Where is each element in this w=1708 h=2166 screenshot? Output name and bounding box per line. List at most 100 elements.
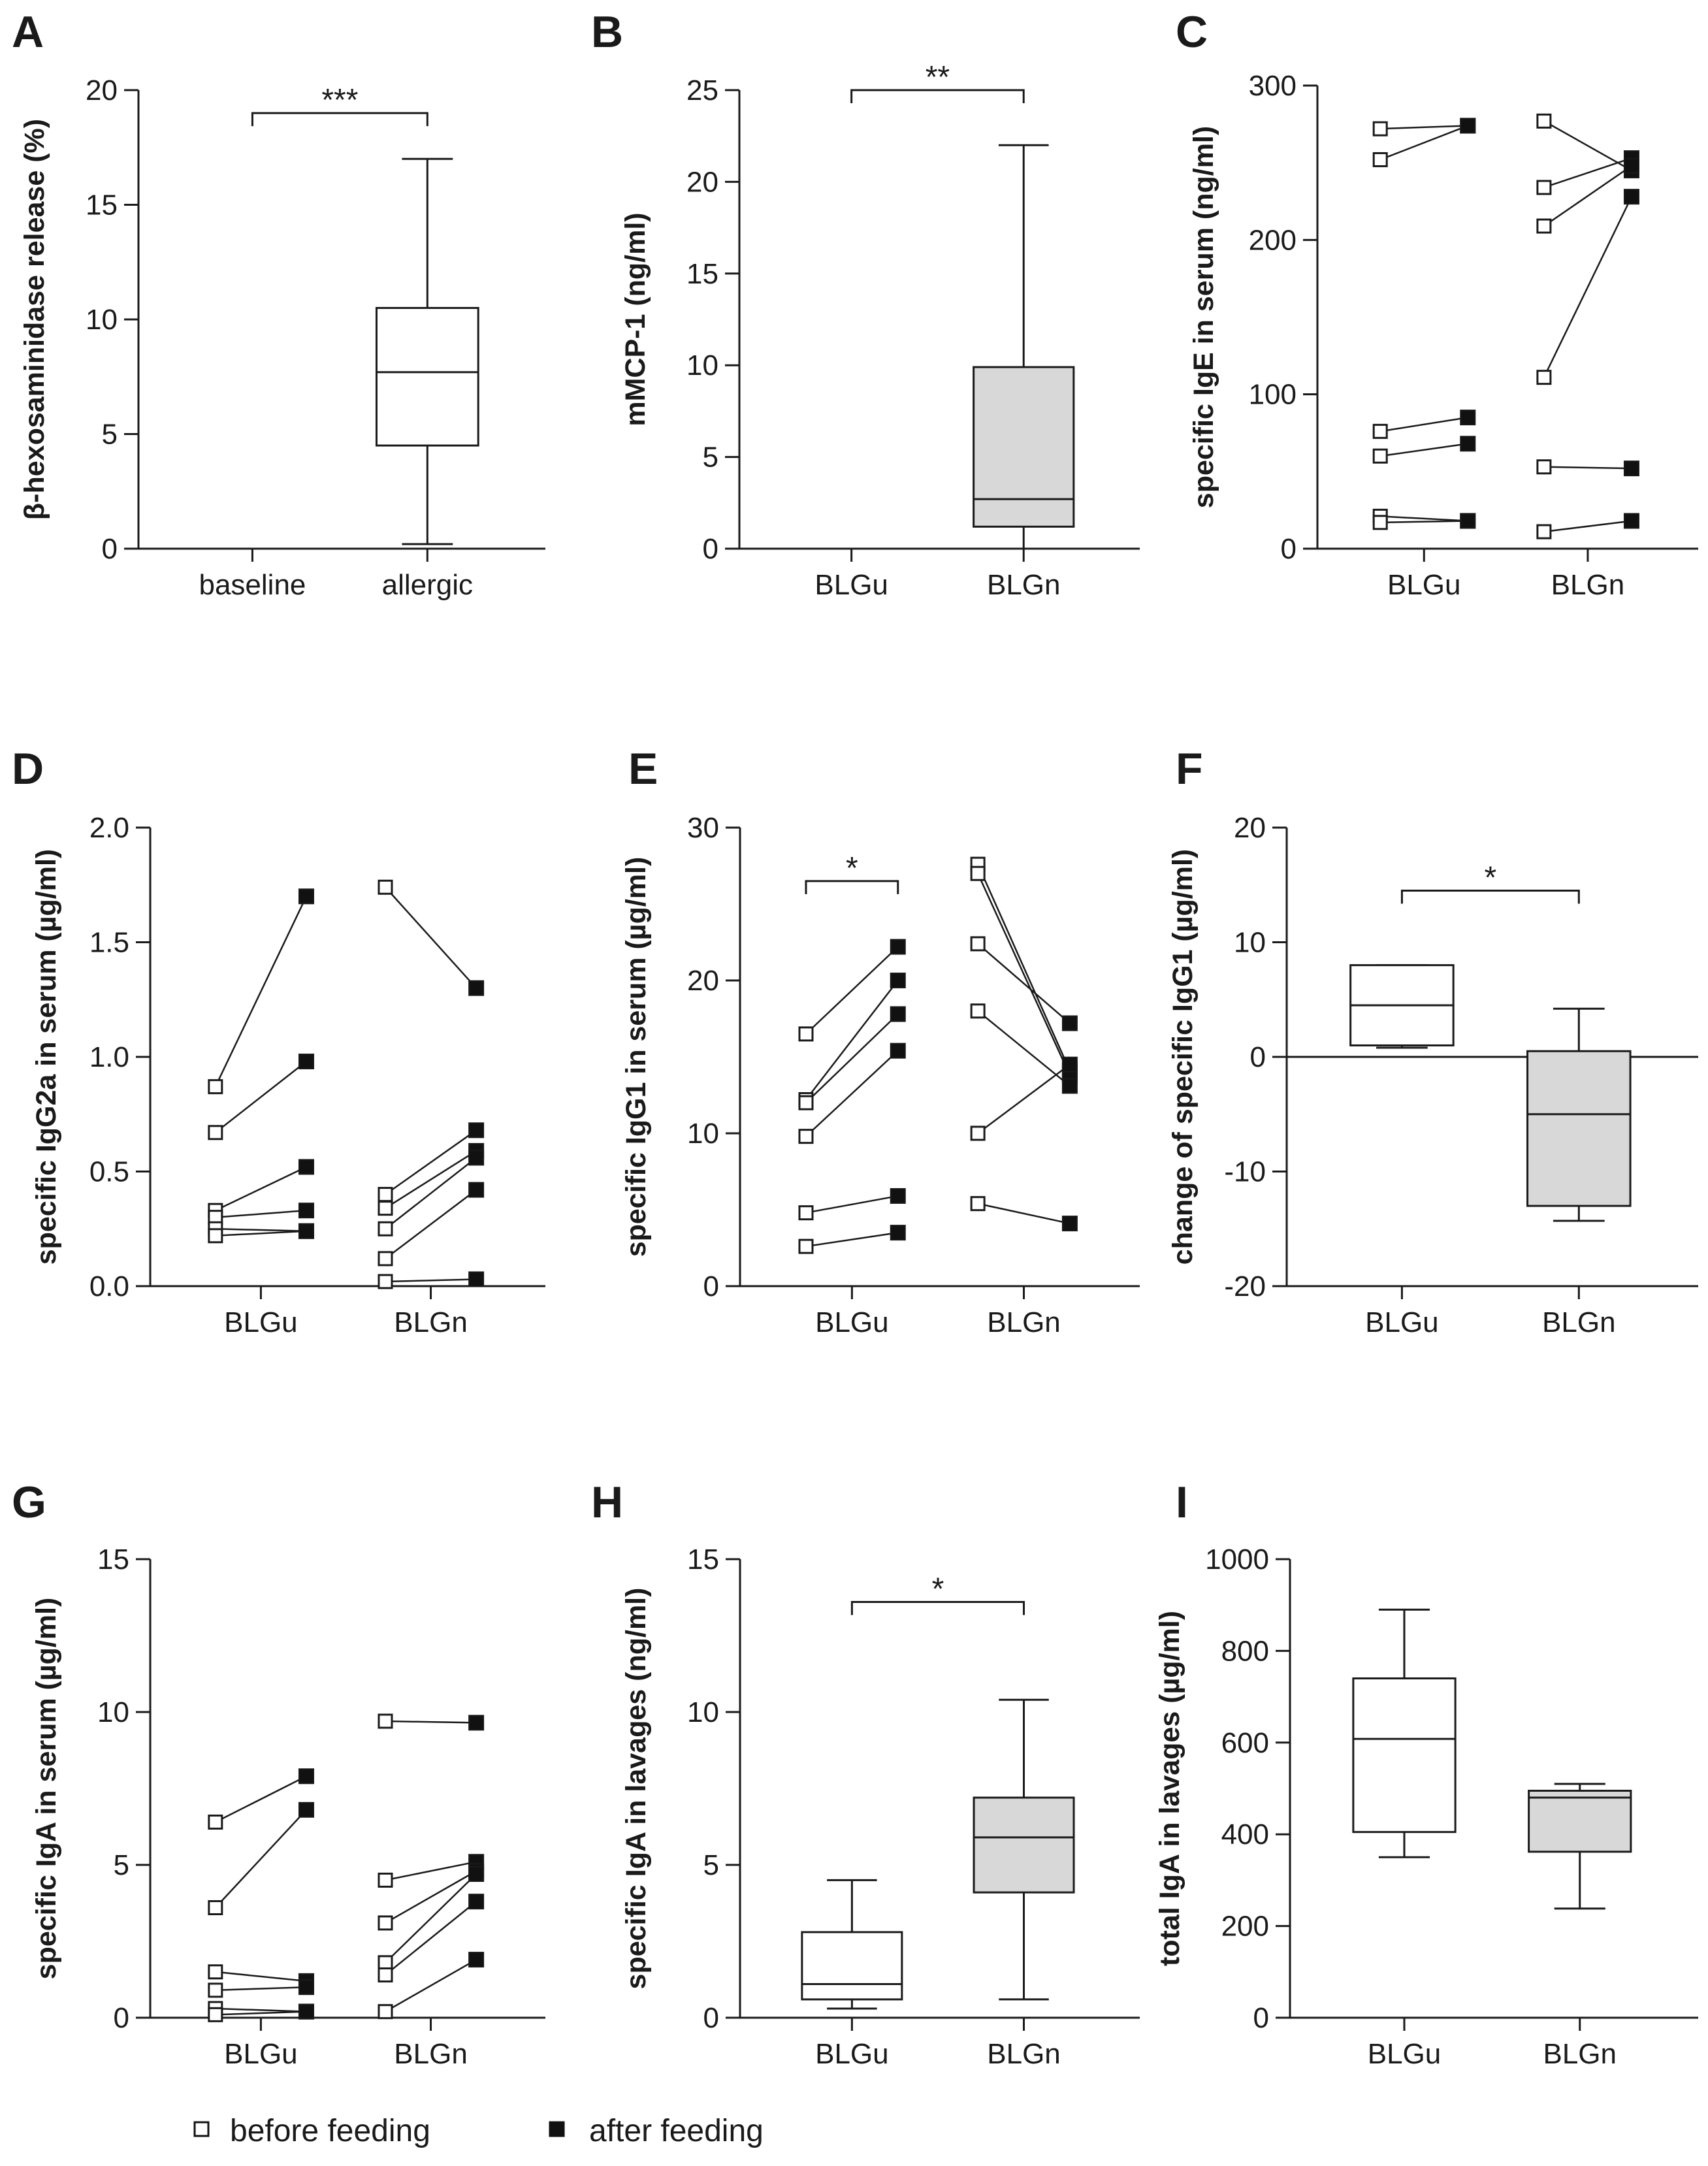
pair-line: [1380, 515, 1468, 522]
point-before: [208, 1982, 223, 1998]
point-before: [1536, 218, 1552, 234]
point-before: [798, 1026, 814, 1042]
significance-bracket: *: [850, 1572, 1025, 1615]
pair-line: [385, 1861, 477, 1881]
point-after: [890, 939, 906, 955]
box-iqr: [1526, 1050, 1632, 1207]
significance-bracket: *: [1400, 861, 1580, 904]
point-after: [468, 1182, 485, 1198]
group-blgu: [1372, 118, 1476, 530]
legend-before-label: before feeding: [230, 2114, 430, 2148]
pair-line: [1543, 520, 1632, 533]
y-tick-label: 10: [687, 1696, 719, 1728]
point-after: [298, 888, 314, 905]
y-axis-title: β-hexosaminidase release (%): [19, 119, 50, 520]
x-tick-label: BLGn: [987, 1306, 1061, 1338]
point-before: [378, 1221, 393, 1237]
pair-line: [1379, 125, 1468, 161]
point-after: [298, 1159, 314, 1175]
y-axis-title: mMCP-1 (ng/ml): [620, 212, 651, 426]
y-tick-label: 0: [703, 2002, 719, 2034]
y-tick-label: 20: [687, 965, 719, 997]
pair-line: [1380, 125, 1468, 130]
x-tick-label: BLGn: [1543, 2038, 1617, 2070]
x-tick-label: BLGn: [1551, 569, 1625, 601]
point-after: [1460, 513, 1476, 529]
pair-line: [385, 1720, 477, 1724]
panels: A 0 5 10 15 20 baseline allergic β-hexosaminidas…: [12, 7, 1698, 2070]
y-tick-label: 200: [1221, 1911, 1269, 1943]
x-tick-label: BLGu: [1387, 569, 1461, 601]
point-before: [1536, 524, 1552, 540]
point-after: [298, 1054, 314, 1070]
pair-line: [1379, 416, 1468, 432]
point-before: [378, 879, 393, 895]
group-blgu: [798, 939, 906, 1254]
point-before: [378, 1201, 393, 1216]
point-before: [798, 1129, 814, 1144]
point-before: [208, 1900, 223, 1916]
y-tick-label: 0: [114, 2002, 129, 2034]
y-tick-label: 0.5: [89, 1156, 129, 1188]
y-tick-label: 10: [97, 1696, 129, 1728]
bracket-line: [850, 89, 1025, 103]
bracket-line: [251, 112, 428, 127]
significance-label: *: [846, 851, 858, 886]
y-tick-label: 10: [686, 349, 718, 381]
y-tick-label: 15: [687, 1544, 719, 1576]
panel-letter: A: [12, 7, 44, 57]
y-tick-label: 20: [686, 166, 718, 198]
y-tick-label: 0: [1281, 533, 1297, 565]
x-tick-label: BLGn: [1542, 1306, 1616, 1338]
y-tick-label: 20: [1234, 812, 1266, 844]
pair-line: [977, 1203, 1071, 1225]
box-iqr: [1352, 1677, 1457, 1834]
point-after: [1061, 1015, 1078, 1031]
pair-line: [977, 943, 1071, 1024]
bracket-line: [850, 1601, 1025, 1615]
pair-line: [977, 1063, 1071, 1135]
x-tick-label: BLGu: [815, 1306, 889, 1338]
point-before: [378, 1955, 393, 1971]
point-before: [798, 1238, 814, 1254]
group-blgn: [970, 856, 1078, 1232]
y-tick-label: 15: [97, 1544, 129, 1576]
pair-line: [385, 1873, 477, 1964]
point-after: [890, 1188, 906, 1204]
point-before: [208, 2007, 223, 2022]
y-tick-label: 5: [102, 419, 118, 451]
y-tick-label: 0: [1253, 2002, 1269, 2034]
panel-letter: E: [628, 744, 658, 794]
pair-line: [215, 1228, 307, 1233]
pair-line: [805, 1231, 898, 1248]
legend: before feeding after feeding: [193, 2114, 764, 2148]
pair-line: [385, 1189, 477, 1259]
box-blgu: [1349, 964, 1455, 1049]
point-before: [798, 1205, 814, 1221]
y-tick-label: 2.0: [89, 812, 129, 844]
pair-line: [215, 1166, 307, 1212]
panel-letter: C: [1176, 7, 1208, 57]
point-after: [298, 1203, 314, 1219]
y-tick-label: 300: [1249, 70, 1297, 102]
y-tick-label: 0: [703, 1270, 719, 1302]
point-after: [1623, 189, 1639, 205]
x-tick-label: BLGu: [1368, 2038, 1442, 2070]
panel-letter: H: [591, 1478, 623, 1527]
y-axis-title: specific IgG1 in serum (µg/ml): [620, 857, 652, 1257]
point-after: [890, 1043, 906, 1059]
pair-line: [1543, 165, 1632, 227]
pair-line: [214, 1809, 307, 1909]
pair-line: [805, 1195, 898, 1214]
point-after: [298, 1802, 314, 1818]
point-after: [468, 1150, 485, 1166]
pair-line: [385, 1150, 477, 1209]
y-axis-title: specific IgA in lavages (ng/ml): [620, 1588, 652, 1990]
group-blgn: [378, 879, 485, 1289]
legend-after-marker: [549, 2121, 565, 2137]
pair-line: [215, 2011, 307, 2016]
group-blgu: [208, 888, 314, 1244]
x-tick-label: BLGu: [815, 2038, 889, 2070]
pair-line: [385, 1129, 477, 1195]
panel-letter: D: [12, 744, 44, 794]
